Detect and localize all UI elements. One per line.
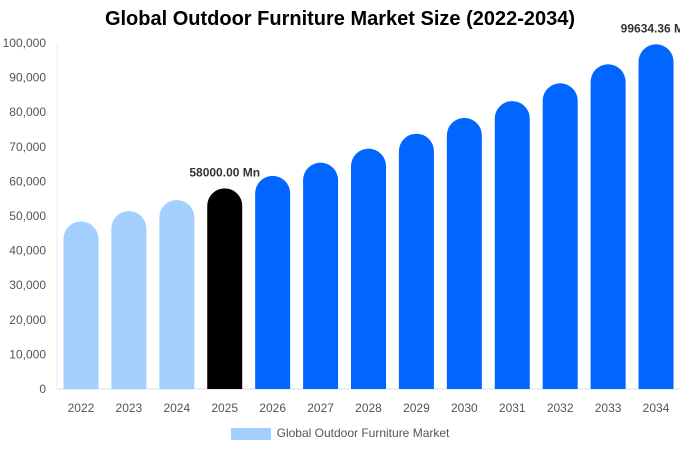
bar-2030 xyxy=(446,117,482,390)
bar-2026 xyxy=(255,175,291,389)
bar-2025 xyxy=(207,188,243,389)
x-tick-label: 2024 xyxy=(163,401,190,415)
x-tick-label: 2025 xyxy=(211,401,238,415)
y-tick-label: 60,000 xyxy=(9,174,46,188)
x-tick-label: 2030 xyxy=(451,401,478,415)
y-tick-label: 10,000 xyxy=(9,347,46,361)
bar-2024 xyxy=(159,200,195,389)
bar-2022 xyxy=(63,221,99,389)
x-tick-label: 2034 xyxy=(643,401,670,415)
x-tick-label: 2023 xyxy=(116,401,143,415)
x-tick-label: 2027 xyxy=(307,401,334,415)
data-label-2025: 58000.00 Mn xyxy=(189,165,260,179)
bar-2032 xyxy=(542,83,578,389)
bar-2033 xyxy=(590,64,626,389)
bar-2027 xyxy=(303,162,339,389)
y-tick-label: 70,000 xyxy=(9,140,46,154)
legend-swatch xyxy=(230,427,271,440)
bar-2034 xyxy=(638,44,674,390)
y-tick-label: 0 xyxy=(39,382,46,396)
data-label-2034: 99634.36 Mn xyxy=(621,21,680,35)
y-tick-label: 90,000 xyxy=(9,71,46,85)
bar-2029 xyxy=(398,133,434,389)
y-tick-label: 50,000 xyxy=(9,209,46,223)
bar-2028 xyxy=(351,148,386,389)
bar-2023 xyxy=(111,211,147,389)
x-tick-label: 2033 xyxy=(595,401,622,415)
y-tick-label: 20,000 xyxy=(9,313,46,327)
x-tick-label: 2031 xyxy=(499,401,526,415)
y-tick-label: 30,000 xyxy=(9,278,46,292)
y-tick-label: 100,000 xyxy=(3,36,47,50)
x-tick-label: 2028 xyxy=(355,401,382,415)
bar-2031 xyxy=(494,101,530,389)
x-tick-label: 2026 xyxy=(259,401,286,415)
chart-title: Global Outdoor Furniture Market Size (20… xyxy=(104,8,576,30)
x-tick-label: 2029 xyxy=(403,401,430,415)
x-tick-label: 2022 xyxy=(68,401,95,415)
legend-label: Global Outdoor Furniture Market xyxy=(276,426,450,440)
y-tick-label: 40,000 xyxy=(9,244,46,258)
legend: Global Outdoor Furniture Market xyxy=(0,426,680,440)
y-tick-label: 80,000 xyxy=(9,105,46,119)
x-tick-label: 2032 xyxy=(547,401,574,415)
